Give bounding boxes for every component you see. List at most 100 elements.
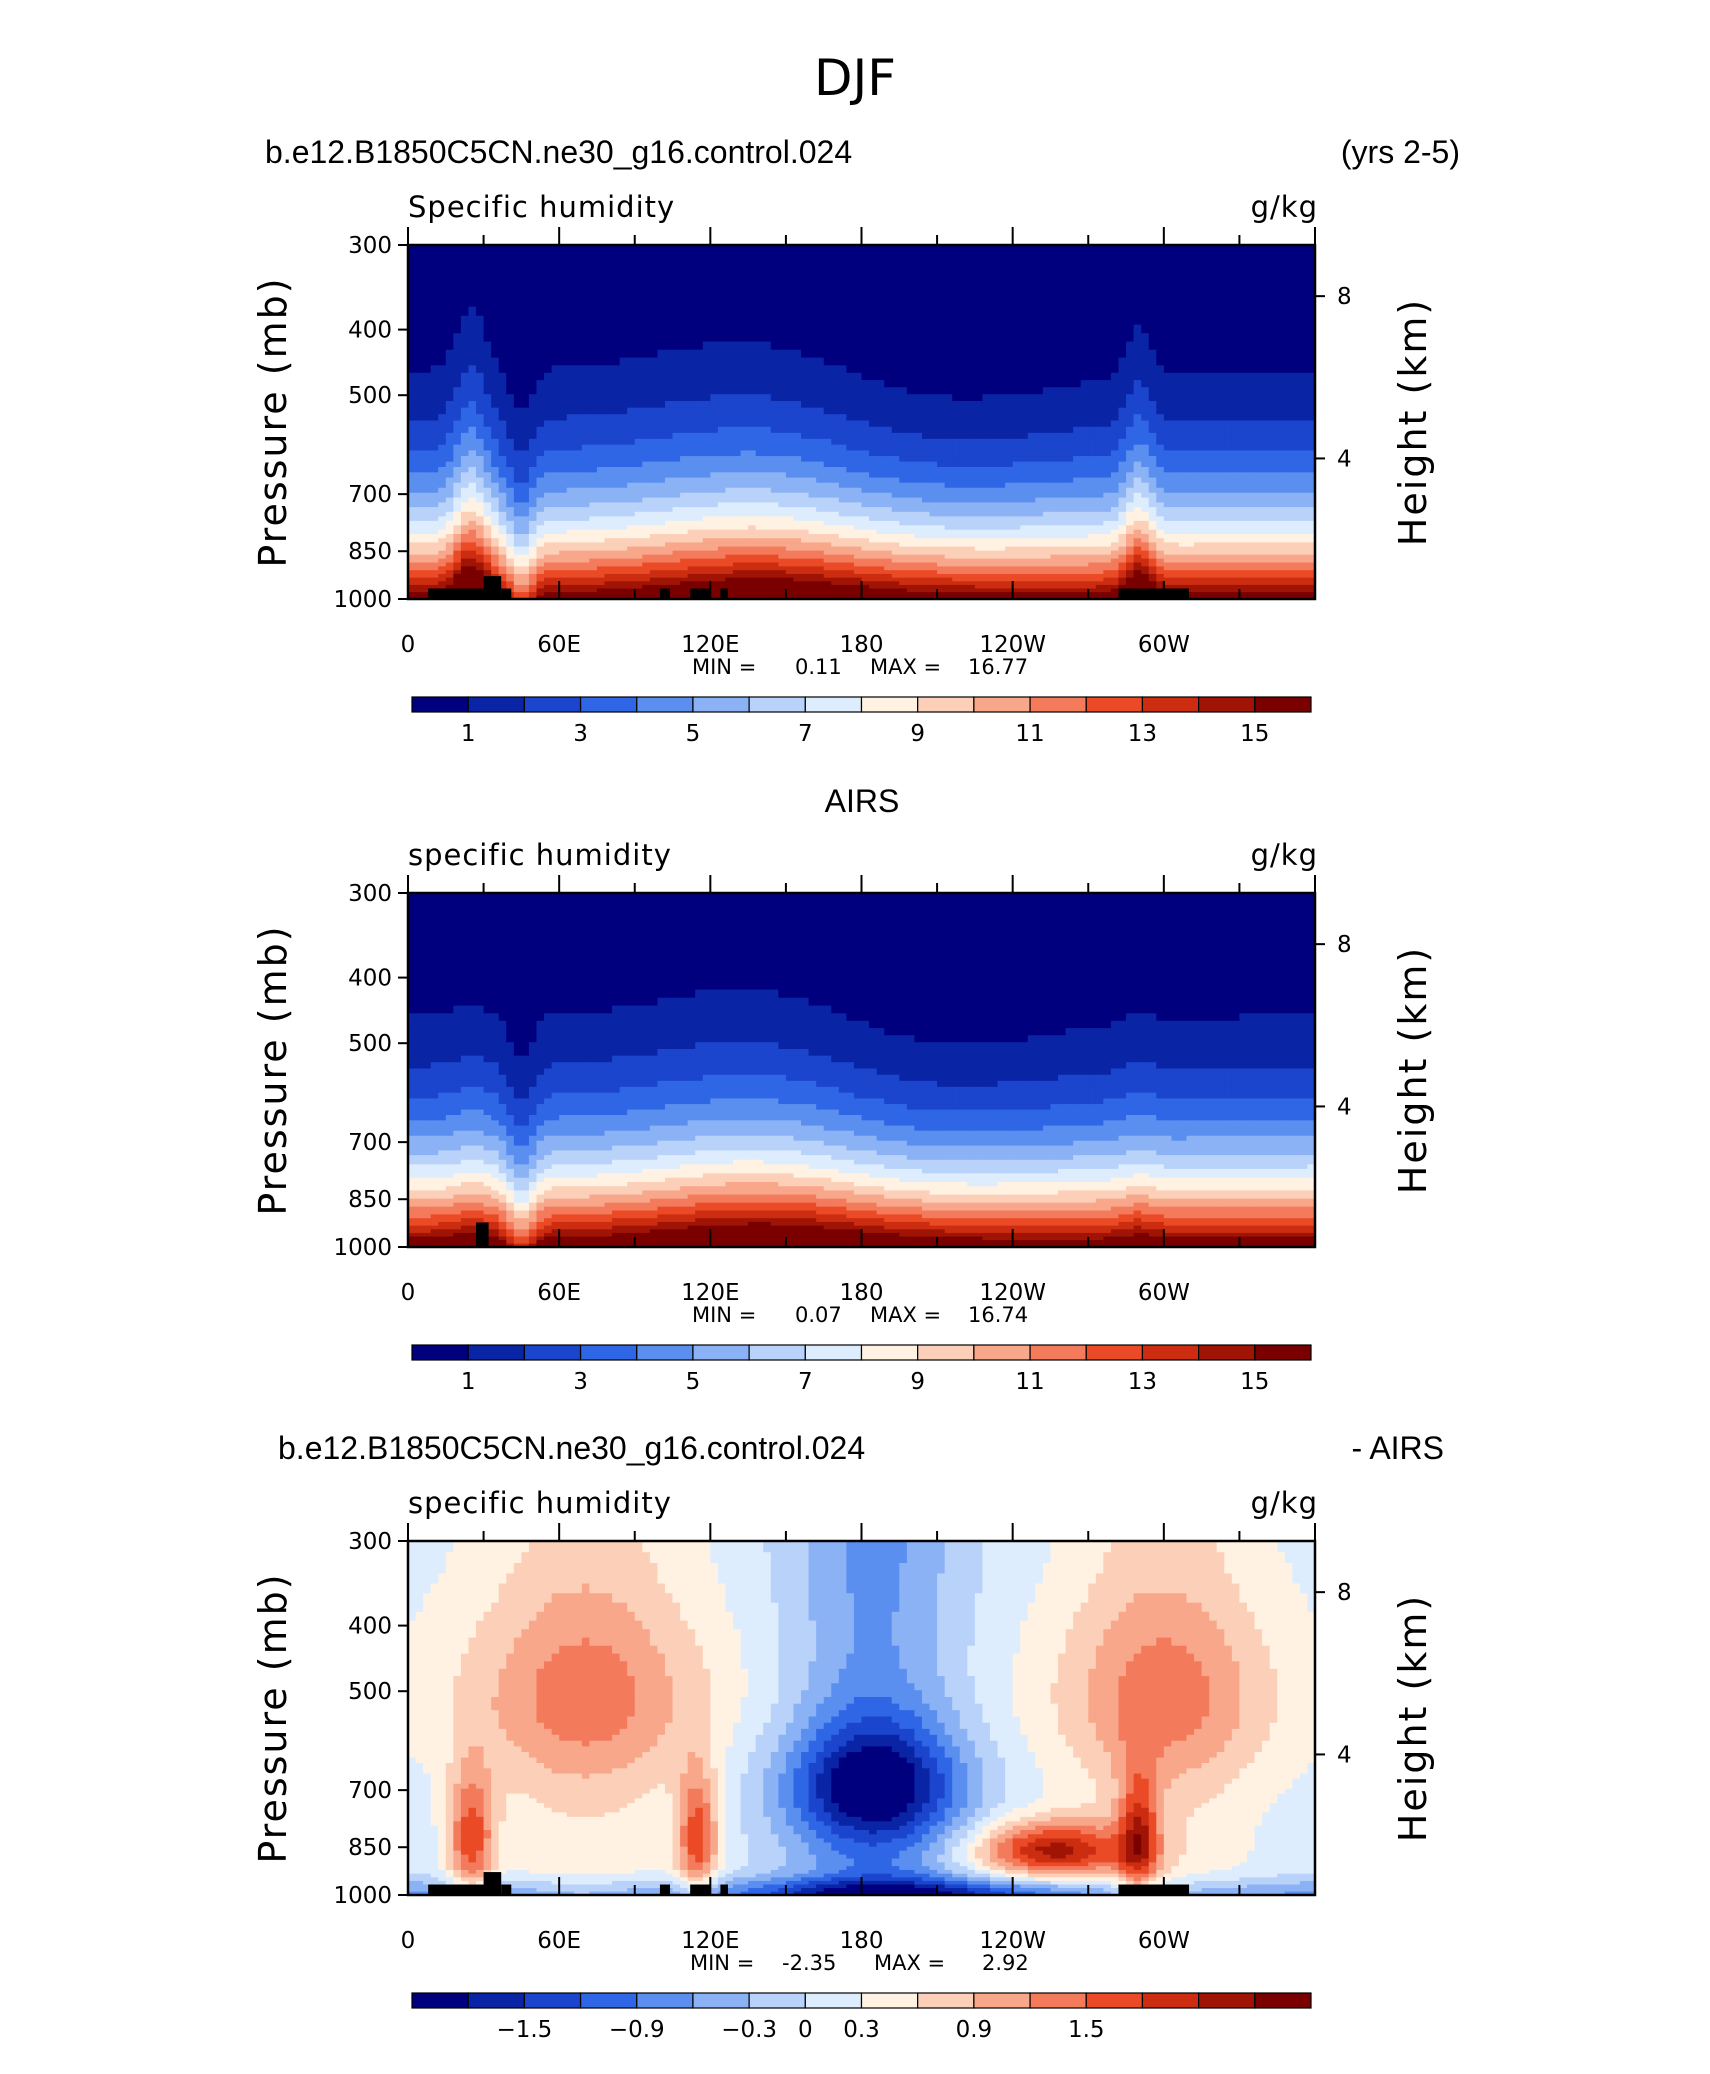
- contour-cell: [1292, 333, 1301, 343]
- contour-cell: [801, 387, 810, 395]
- contour-cell: [1194, 516, 1203, 522]
- contour-cell: [763, 461, 772, 468]
- contour-cell: [801, 380, 810, 388]
- contour-cell: [1110, 492, 1120, 499]
- contour-cell: [725, 438, 734, 446]
- contour-cell: [483, 432, 492, 440]
- contour-cell: [1292, 461, 1301, 468]
- contour-cell: [816, 357, 825, 366]
- contour-cell: [1209, 482, 1218, 489]
- contour-cell: [823, 407, 832, 415]
- contour-cell: [1186, 267, 1195, 279]
- contour-cell: [1156, 444, 1165, 452]
- contour-cell: [770, 525, 779, 531]
- contour-cell: [664, 341, 674, 351]
- contour-cell: [1284, 394, 1293, 402]
- contour-cell: [808, 387, 817, 395]
- contour-cell: [816, 333, 825, 343]
- contour-cell: [733, 467, 742, 473]
- contour-cell: [460, 420, 470, 428]
- contour-cell: [1201, 456, 1210, 463]
- contour-cell: [619, 487, 628, 494]
- contour-cell: [521, 472, 530, 479]
- contour-cell: [649, 414, 659, 422]
- contour-cell: [430, 511, 439, 517]
- contour-cell: [642, 267, 651, 279]
- contour-cell: [846, 444, 855, 452]
- contour-cell: [816, 315, 825, 326]
- contour-cell: [680, 333, 689, 343]
- contour-cell: [710, 315, 719, 326]
- contour-cell: [1020, 456, 1029, 463]
- contour-cell: [846, 333, 855, 343]
- contour-cell: [1277, 365, 1286, 374]
- contour-cell: [1027, 497, 1036, 504]
- contour-cell: [1141, 432, 1150, 440]
- contour-cell: [831, 456, 840, 463]
- contour-cell: [974, 407, 984, 415]
- contour-cell: [649, 492, 659, 499]
- contour-cell: [778, 349, 787, 359]
- contour-cell: [1118, 482, 1127, 489]
- contour-cell: [770, 502, 779, 508]
- contour-cell: [551, 492, 560, 499]
- contour-cell: [1307, 256, 1315, 268]
- contour-cell: [1110, 407, 1120, 415]
- contour-cell: [1042, 450, 1052, 457]
- contour-cell: [574, 467, 583, 473]
- contour-cell: [596, 432, 606, 440]
- contour-cell: [914, 357, 923, 366]
- contour-cell: [627, 432, 636, 440]
- contour-cell: [959, 333, 968, 343]
- contour-cell: [1095, 432, 1104, 440]
- contour-cell: [816, 477, 825, 484]
- contour-cell: [967, 477, 976, 484]
- contour-cell: [959, 277, 968, 289]
- contour-cell: [869, 341, 878, 351]
- contour-cell: [483, 357, 492, 366]
- contour-cell: [483, 420, 492, 428]
- contour-cell: [929, 432, 938, 440]
- contour-cell: [551, 516, 560, 522]
- contour-cell: [1239, 426, 1248, 434]
- contour-cell: [1020, 401, 1029, 409]
- contour-cell: [642, 502, 651, 508]
- contour-cell: [989, 394, 999, 402]
- contour-cell: [1216, 414, 1225, 422]
- contour-cell: [634, 492, 643, 499]
- contour-cell: [604, 456, 613, 463]
- contour-cell: [612, 287, 621, 298]
- contour-cell: [891, 401, 900, 409]
- contour-cell: [1133, 357, 1142, 366]
- contour-cell: [755, 492, 764, 499]
- contour-cell: [664, 315, 674, 326]
- contour-cell: [989, 365, 999, 374]
- contour-cell: [551, 372, 560, 381]
- contour-cell: [801, 520, 810, 526]
- contour-cell: [1156, 492, 1165, 499]
- contour-cell: [808, 497, 817, 504]
- contour-cell: [906, 507, 916, 513]
- contour-cell: [770, 407, 779, 415]
- contour-cell: [544, 277, 553, 289]
- contour-cell: [952, 444, 961, 452]
- contour-cell: [831, 525, 840, 531]
- contour-cell: [853, 380, 863, 388]
- contour-cell: [1239, 507, 1248, 513]
- contour-cell: [513, 467, 522, 473]
- contour-cell: [891, 507, 900, 513]
- contour-cell: [566, 438, 575, 446]
- contour-cell: [1073, 516, 1082, 522]
- contour-cell: [1269, 414, 1278, 422]
- contour-cell: [702, 315, 711, 326]
- contour-cell: [1269, 507, 1278, 513]
- contour-cell: [1110, 349, 1120, 359]
- contour-cell: [1042, 414, 1052, 422]
- contour-cell: [838, 432, 847, 440]
- contour-cell: [1126, 277, 1135, 289]
- contour-cell: [483, 245, 492, 257]
- contour-cell: [672, 461, 681, 468]
- contour-cell: [1027, 520, 1036, 526]
- contour-cell: [453, 401, 462, 409]
- contour-cell: [619, 357, 628, 366]
